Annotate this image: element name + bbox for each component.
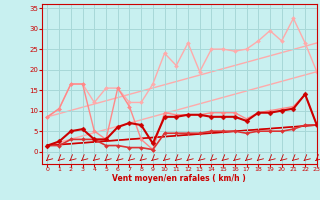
X-axis label: Vent moyen/en rafales ( km/h ): Vent moyen/en rafales ( km/h ) [112,174,246,183]
